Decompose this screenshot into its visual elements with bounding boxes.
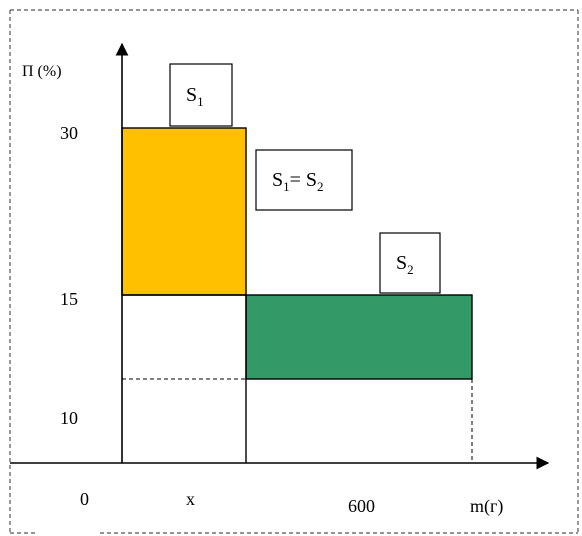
s1-area <box>121 127 247 296</box>
s2-label-base: S <box>396 252 407 274</box>
s1-label-base: S <box>186 84 197 106</box>
eq-sign: = <box>290 169 306 191</box>
tick-x: x <box>186 489 195 509</box>
tick-y-10: 10 <box>60 408 78 428</box>
svg-text:S1: S1 <box>186 84 204 109</box>
eq-left-sub: 1 <box>283 179 290 194</box>
eq-right-sub: 2 <box>317 179 324 194</box>
y-axis-label: П (%) <box>22 63 62 80</box>
s2-label-sub: 2 <box>407 262 414 277</box>
tick-y-30: 30 <box>60 123 78 143</box>
eq-left-base: S <box>272 169 283 191</box>
svg-text:S1= S2: S1= S2 <box>272 169 324 194</box>
dashed-frame <box>9 9 579 534</box>
tick-y-15: 15 <box>60 289 78 309</box>
eq-right-base: S <box>306 169 317 191</box>
equality-box: S1= S2 <box>255 149 353 211</box>
s1-label-box: S1 <box>169 63 233 127</box>
svg-text:S2: S2 <box>396 252 414 277</box>
tick-x-600: 600 <box>348 496 375 516</box>
tick-origin: 0 <box>80 489 89 509</box>
s2-label-box: S2 <box>379 232 441 294</box>
s1-label-sub: 1 <box>197 94 204 109</box>
x-axis-label: m(г) <box>470 496 503 517</box>
s2-area <box>245 294 473 380</box>
